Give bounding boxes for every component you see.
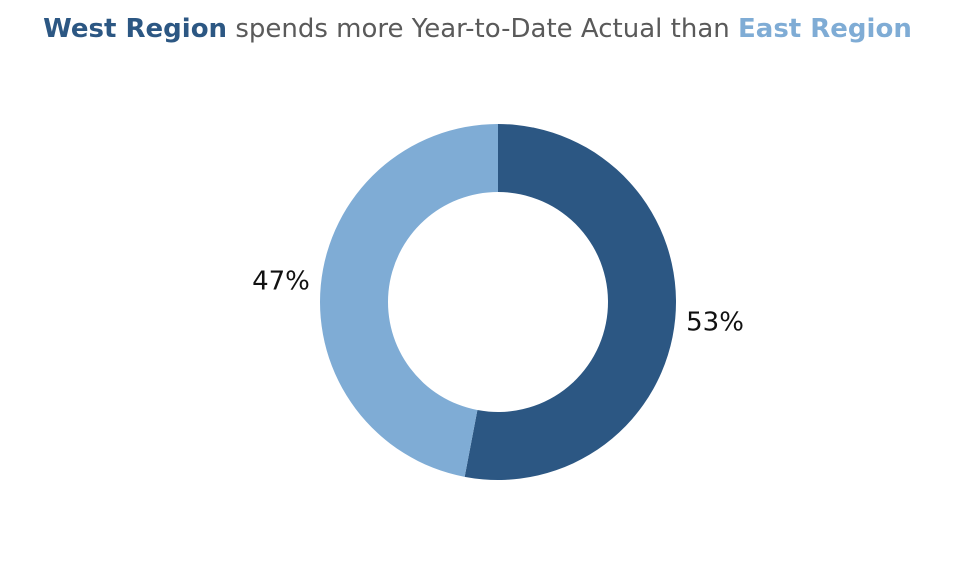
donut-slice-0[interactable]: [464, 124, 677, 480]
title-middle-text: spends more Year-to-Date Actual than: [227, 14, 739, 44]
donut-slice-1[interactable]: [320, 124, 498, 477]
slice-percent-label-1: 47%: [252, 266, 310, 296]
title-east-region: East Region: [738, 14, 912, 44]
slice-percent-label-0: 53%: [686, 308, 744, 338]
donut-slices: [320, 124, 677, 480]
chart-title: West Region spends more Year-to-Date Act…: [0, 14, 955, 44]
title-west-region: West Region: [43, 14, 228, 44]
donut-labels: 53% 47%: [252, 266, 744, 337]
